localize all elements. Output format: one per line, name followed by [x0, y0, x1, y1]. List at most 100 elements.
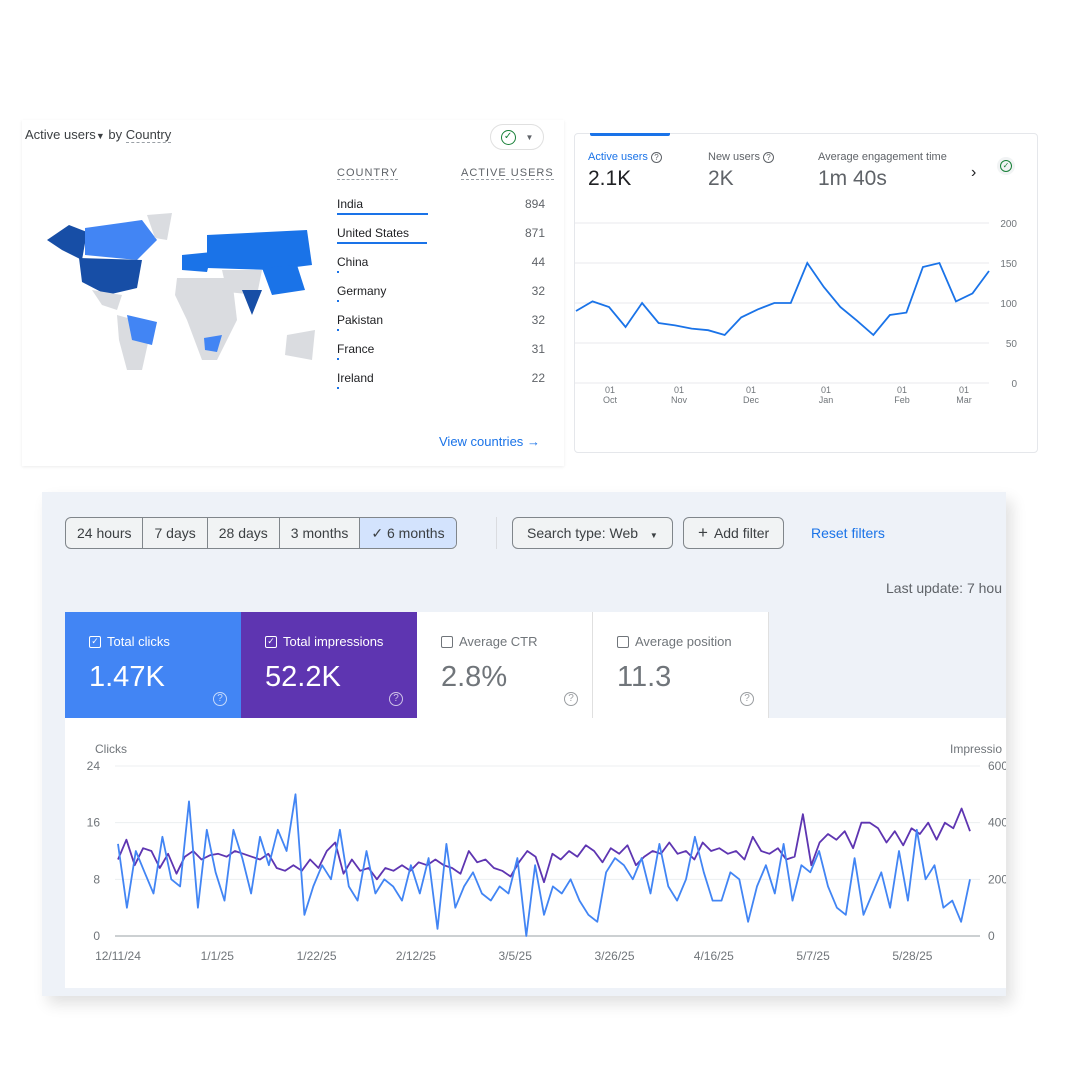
- y-axis-right-title: Impressio: [950, 742, 1002, 756]
- column-header-country[interactable]: COUNTRY: [337, 167, 399, 180]
- country-row[interactable]: Pakistan 32: [337, 313, 545, 331]
- active-users-by-country-card: Active users▼ by Country ✓ ▼ COUNTRY ACT…: [22, 120, 564, 466]
- checkbox[interactable]: ✓: [265, 635, 277, 648]
- search-type-dropdown[interactable]: Search type: Web ▼: [512, 517, 673, 549]
- active-users-value: 22: [531, 371, 545, 385]
- clicks-line: [117, 793, 971, 937]
- y-tick-left: 16: [87, 816, 101, 830]
- country-row[interactable]: Ireland 22: [337, 371, 545, 389]
- tile-label: Total impressions: [283, 634, 384, 649]
- y-tick-right: 600: [988, 759, 1006, 773]
- add-filter-button[interactable]: + Add filter: [683, 517, 785, 549]
- country-name: China: [337, 255, 369, 269]
- y-tick-left: 0: [93, 929, 100, 943]
- range-label: 6 months: [387, 525, 445, 541]
- map-europe: [182, 252, 212, 272]
- map-africa: [175, 278, 237, 360]
- dropdown-icon[interactable]: ▼: [95, 131, 105, 141]
- map-usa: [79, 258, 142, 295]
- metric-tile[interactable]: ✓ Total clicks 1.47K?: [65, 612, 241, 718]
- y-tick-left: 24: [87, 759, 101, 773]
- x-tick-day: 01: [821, 385, 831, 395]
- x-tick-label: 4/16/25: [694, 949, 734, 963]
- metric-tile[interactable]: ✓ Total impressions 52.2K?: [241, 612, 417, 718]
- help-icon[interactable]: ?: [389, 692, 403, 706]
- y-tick-label: 100: [1000, 299, 1017, 310]
- range-option[interactable]: 24 hours: [66, 518, 144, 548]
- map-central-asia: [222, 270, 262, 295]
- help-icon[interactable]: ?: [650, 152, 662, 163]
- map-india: [242, 290, 262, 315]
- tile-value: 2.8%: [441, 661, 508, 693]
- reset-filters-link[interactable]: Reset filters: [811, 525, 885, 541]
- value-bar: [337, 300, 339, 302]
- x-tick-label: 5/7/25: [796, 949, 830, 963]
- y-tick-right: 400: [988, 816, 1006, 830]
- range-label: 7 days: [154, 525, 196, 541]
- x-tick-label: 3/5/25: [499, 949, 533, 963]
- value-bar: [337, 387, 339, 389]
- metric-tab[interactable]: Active users ? 2.1K: [588, 151, 662, 191]
- x-tick-label: 2/12/25: [396, 949, 436, 963]
- chevron-right-icon[interactable]: ›: [971, 164, 977, 181]
- map-china: [262, 265, 305, 295]
- country-name: Pakistan: [337, 313, 384, 327]
- help-icon[interactable]: ?: [740, 692, 754, 706]
- map-alaska: [47, 225, 87, 260]
- checkbox[interactable]: [441, 635, 453, 648]
- value-bar: [337, 242, 427, 244]
- x-tick-day: 01: [674, 385, 684, 395]
- help-icon[interactable]: ?: [763, 152, 775, 163]
- country-name: Germany: [337, 284, 387, 298]
- country-row[interactable]: China 44: [337, 255, 545, 273]
- x-tick-label: 12/11/24: [95, 949, 141, 963]
- metric-tile[interactable]: Average position 11.3?: [593, 612, 769, 718]
- caret-down-icon: ▼: [525, 132, 534, 142]
- country-row[interactable]: United States 871: [337, 226, 545, 244]
- active-users-line-chart: 20015010050001Oct01Nov01Dec01Jan01Feb01M…: [575, 219, 1018, 405]
- compare-status-button[interactable]: ✓ ▼: [490, 124, 544, 150]
- checkbox[interactable]: [617, 635, 629, 648]
- y-tick-label: 0: [1011, 379, 1017, 390]
- country-row[interactable]: Germany 32: [337, 284, 545, 302]
- metric-tab[interactable]: Average engagement time 1m 40s: [818, 151, 947, 191]
- caret-down-icon: ▼: [649, 531, 658, 540]
- country-row[interactable]: France 31: [337, 342, 545, 360]
- metric-tab[interactable]: New users ? 2K: [708, 151, 775, 191]
- tile-label: Average CTR: [459, 634, 538, 649]
- x-tick-month: Feb: [894, 395, 910, 405]
- map-russia: [207, 230, 312, 270]
- range-option[interactable]: ✓ 6 months: [360, 518, 456, 548]
- range-option[interactable]: 7 days: [143, 518, 208, 548]
- y-tick-right: 0: [988, 929, 995, 943]
- metric-value: 2.1K: [588, 167, 632, 190]
- column-header-active-users[interactable]: ACTIVE USERS: [461, 167, 554, 180]
- y-tick-label: 50: [1006, 339, 1018, 350]
- world-map[interactable]: [47, 210, 317, 375]
- map-brazil: [127, 315, 157, 345]
- users-overview-card: Active users ? 2.1K New users ? 2K Average e…: [574, 133, 1038, 453]
- view-countries-link[interactable]: View countries →: [439, 434, 540, 449]
- metric-label: Active users: [588, 151, 648, 163]
- country-name: United States: [337, 226, 410, 240]
- country-row[interactable]: India 894: [337, 197, 545, 215]
- date-range-selector[interactable]: 24 hours 7 days 28 days 3 months ✓ 6 months: [65, 517, 457, 549]
- dimension-selector[interactable]: Country: [125, 127, 172, 143]
- active-users-value: 32: [531, 313, 545, 327]
- metric-selector[interactable]: Active users: [25, 127, 96, 142]
- checkbox[interactable]: ✓: [89, 635, 101, 648]
- range-option[interactable]: 3 months: [280, 518, 361, 548]
- tile-value: 11.3: [617, 661, 672, 693]
- map-south-africa: [204, 335, 222, 352]
- value-bar: [337, 358, 339, 360]
- range-option[interactable]: 28 days: [208, 518, 280, 548]
- x-tick-month: Mar: [956, 395, 972, 405]
- y-tick-right: 200: [988, 872, 1006, 886]
- check-circle-icon[interactable]: ✓: [997, 157, 1015, 175]
- impressions-line: [117, 807, 971, 884]
- card-title[interactable]: Active users▼ by Country: [25, 127, 172, 143]
- help-icon[interactable]: ?: [564, 692, 578, 706]
- help-icon[interactable]: ?: [213, 692, 227, 706]
- x-tick-day: 01: [605, 385, 615, 395]
- metric-tile[interactable]: Average CTR 2.8%?: [417, 612, 593, 718]
